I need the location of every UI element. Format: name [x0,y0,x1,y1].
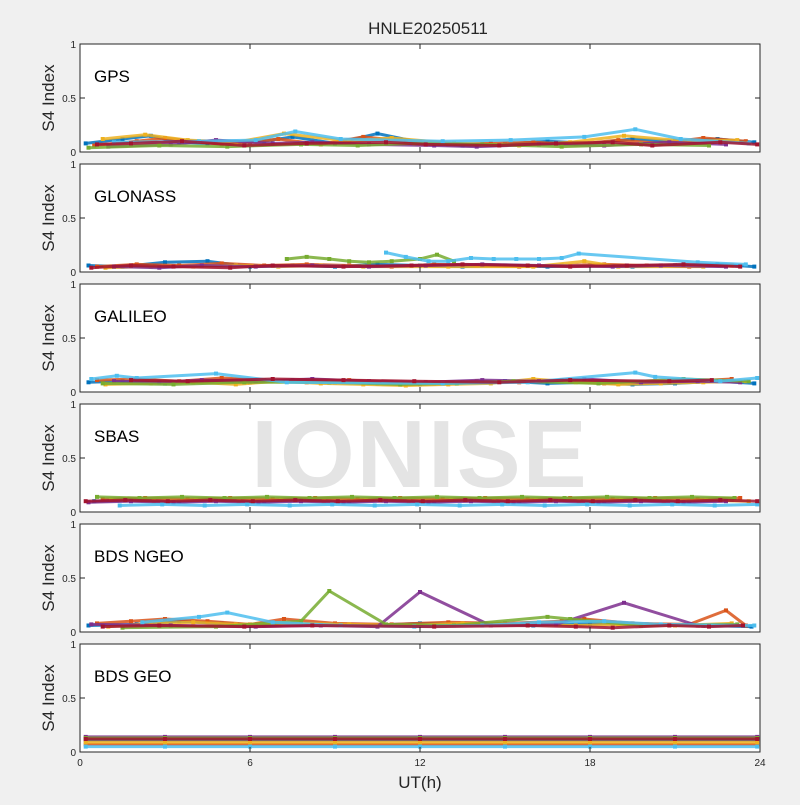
series-trace [96,139,758,147]
series-7 [95,139,760,148]
y-tick-label: 1 [70,520,76,531]
y-axis-label: S4 Index [39,304,58,372]
series-trace [286,253,455,264]
series-trace [91,371,758,385]
y-tick-label: 0 [70,148,76,159]
panel-title: GLONASS [94,187,176,206]
series-7 [100,623,745,630]
y-tick-label: 0 [70,508,76,519]
panel-title: BDS NGEO [94,547,184,566]
series-7 [89,262,743,270]
y-tick-label: 1 [70,40,76,51]
series-6 [89,370,760,386]
series-7 [83,737,760,741]
panel-title: GPS [94,67,130,86]
x-tick-label: 6 [247,758,253,769]
series-2 [83,742,760,747]
y-tick-label: 0 [70,748,76,759]
panel-bds-ngeo: 0 0.5 1 BDS NGEO S4 Index [39,520,761,639]
x-tick-label: 12 [414,758,426,769]
y-tick-label: 0 [70,268,76,279]
panel-title: GALILEO [94,307,167,326]
series-6 [83,744,760,749]
y-tick-label: 0.5 [62,94,76,105]
series-6 [117,502,760,508]
plot-area [80,44,760,152]
series-6 [384,250,748,267]
series-trace [91,262,741,270]
panel-bds-geo: 0 0.5 1 0 6 12 18 24 BDS GEO S4 Index [39,640,766,769]
series-trace [85,498,758,503]
y-tick-label: 1 [70,640,76,651]
panel-sbas: 0 0.5 1 SBAS S4 Index [39,400,761,519]
plot-area [80,164,760,272]
y-tick-label: 0 [70,628,76,639]
panel-galileo: 0 0.5 1 GALILEO S4 Index [39,280,761,399]
series-trace [385,251,746,266]
series-3 [83,740,760,745]
y-tick-label: 0.5 [62,214,76,225]
series-trace [130,377,712,384]
y-axis-label: S4 Index [39,184,58,252]
y-tick-label: 1 [70,280,76,291]
x-axis-label: UT(h) [398,773,441,792]
plot-area [80,644,760,752]
panel-title: SBAS [94,427,139,446]
y-tick-label: 0.5 [62,454,76,465]
y-tick-label: 1 [70,400,76,411]
y-tick-label: 1 [70,160,76,171]
y-tick-label: 0.5 [62,334,76,345]
x-tick-label: 18 [584,758,596,769]
x-tick-label: 24 [754,758,766,769]
figure-title: HNLE20250511 [368,19,488,38]
x-tick-label: 0 [77,758,83,769]
y-tick-label: 0.5 [62,694,76,705]
panel-title: BDS GEO [94,667,171,686]
series-7 [129,377,714,385]
y-axis-label: S4 Index [39,664,58,732]
chart-panels: 0 0.5 1 GPS S4 Index 0 0.5 1 GLONASS S4 Index 0 0.5… [39,40,766,769]
series-trace [119,502,758,507]
series-trace [113,127,749,145]
series-7 [83,498,760,504]
y-axis-label: S4 Index [39,424,58,492]
plot-area [80,404,760,512]
panel-gps: 0 0.5 1 GPS S4 Index [39,40,761,159]
panel-glonass: 0 0.5 1 GLONASS S4 Index [39,160,761,279]
series-trace [96,495,735,500]
series-trace [88,141,710,150]
plot-area [80,524,760,632]
y-axis-label: S4 Index [39,64,58,132]
series-trace [102,624,744,630]
series-5 [95,494,737,500]
y-tick-label: 0.5 [62,574,76,585]
y-tick-label: 0 [70,388,76,399]
y-axis-label: S4 Index [39,544,58,612]
